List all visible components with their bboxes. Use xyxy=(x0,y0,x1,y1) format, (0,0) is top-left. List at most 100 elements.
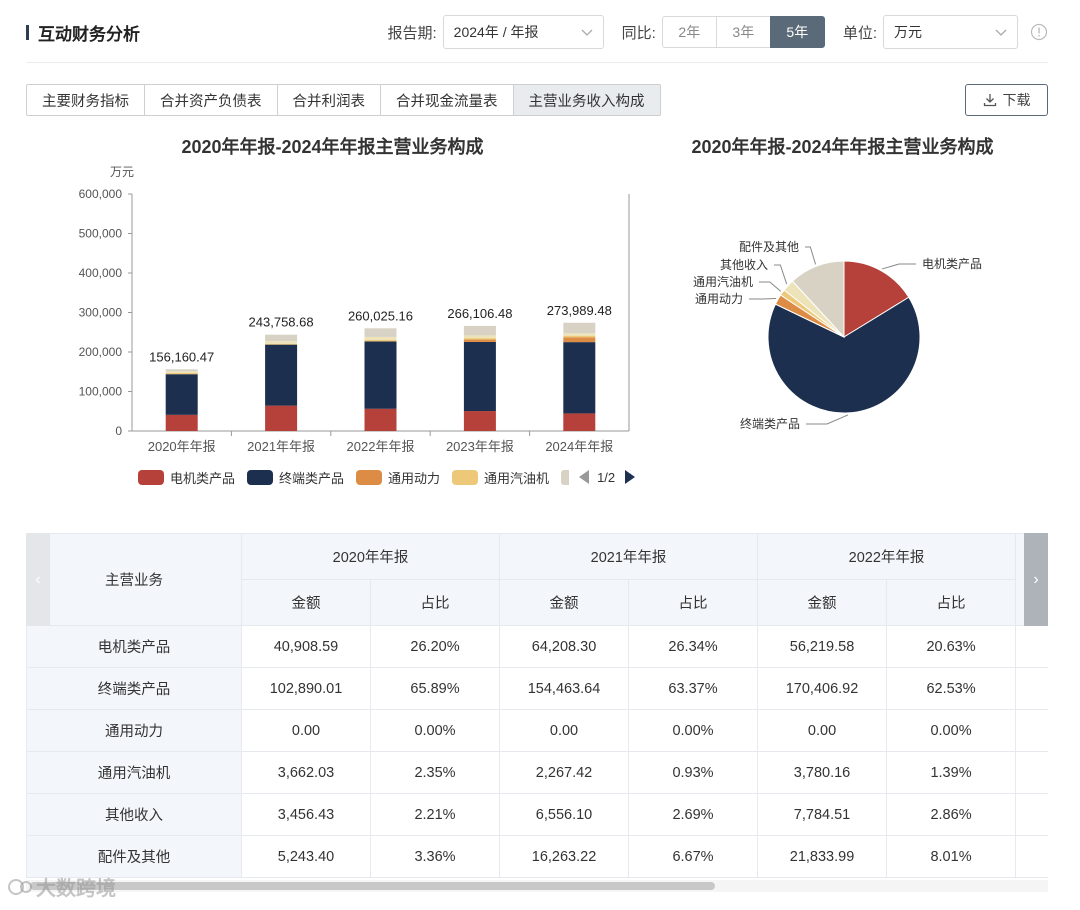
bar-segment[interactable] xyxy=(364,336,397,340)
pie-slice-label: 通用汽油机 xyxy=(693,274,753,289)
table-scroll-right-button[interactable]: › xyxy=(1024,533,1048,626)
chevron-right-icon: › xyxy=(1033,570,1039,588)
y-tick-label: 200,000 xyxy=(79,345,123,359)
yoy-3-years-button[interactable]: 3年 xyxy=(715,16,771,48)
bar-segment[interactable] xyxy=(364,328,397,337)
amount-cell: 40,908.59 xyxy=(241,625,371,668)
title-accent-bar xyxy=(26,24,29,40)
bar-segment[interactable] xyxy=(165,371,198,373)
next-period-cell xyxy=(1015,793,1048,836)
tab-income-statement[interactable]: 合并利润表 xyxy=(276,84,381,116)
yoy-5-years-button[interactable]: 5年 xyxy=(769,16,825,48)
legend-item[interactable]: 终端类产品 xyxy=(247,468,344,487)
amount-cell: 7,784.51 xyxy=(757,793,888,836)
bar-segment[interactable] xyxy=(265,341,298,344)
bar-segment[interactable] xyxy=(563,322,596,334)
pie-slice[interactable] xyxy=(767,296,921,414)
legend-prev-icon[interactable] xyxy=(579,470,590,484)
legend-label: 通用汽油机 xyxy=(484,470,550,486)
yoy-2-years-button[interactable]: 2年 xyxy=(661,16,717,48)
download-label: 下载 xyxy=(1002,92,1031,108)
pie-slice[interactable] xyxy=(843,260,910,338)
unit-value: 万元 xyxy=(894,24,922,40)
bar-segment[interactable] xyxy=(463,335,496,339)
table-scroll-left-button[interactable]: ‹ xyxy=(26,533,50,626)
bar-segment[interactable] xyxy=(463,338,496,340)
share-cell: 2.86% xyxy=(886,793,1017,836)
chevron-down-icon xyxy=(581,29,593,36)
bar-segment[interactable] xyxy=(563,342,596,414)
bar-total-label: 266,106.48 xyxy=(447,306,512,321)
amount-cell: 170,406.92 xyxy=(757,667,888,710)
bar-segment[interactable] xyxy=(165,372,198,375)
legend-item[interactable]: 电机类产品 xyxy=(138,468,235,487)
row-label: 通用动力 xyxy=(26,709,242,752)
amount-cell: 0.00 xyxy=(241,709,371,752)
sub-header-share: 占比 xyxy=(628,579,759,626)
bar-segment[interactable] xyxy=(563,337,596,343)
tab-cash-flow[interactable]: 合并现金流量表 xyxy=(380,84,514,116)
bar-segment[interactable] xyxy=(265,405,298,431)
bar-segment[interactable] xyxy=(563,333,596,337)
next-period-cell xyxy=(1015,625,1048,668)
pie-slice[interactable] xyxy=(791,260,845,339)
bar-segment[interactable] xyxy=(463,339,496,342)
watermark-logo-icon xyxy=(8,878,32,895)
share-cell: 6.67% xyxy=(628,835,759,878)
horizontal-scrollbar-thumb[interactable] xyxy=(30,882,715,890)
bar-segment[interactable] xyxy=(265,343,298,345)
bar-segment[interactable] xyxy=(265,344,298,406)
bar-segment[interactable] xyxy=(563,413,596,431)
legend-label: 电机类产品 xyxy=(170,470,236,486)
share-cell: 20.63% xyxy=(886,625,1017,668)
tab-revenue-composition[interactable]: 主营业务收入构成 xyxy=(512,84,661,116)
bar-segment[interactable] xyxy=(463,411,496,431)
report-period-select[interactable]: 2024年 / 年报 xyxy=(442,15,604,49)
amount-cell: 16,263.22 xyxy=(499,835,630,878)
tab-main-indicators[interactable]: 主要财务指标 xyxy=(26,84,145,116)
x-tick-label: 2022年年报 xyxy=(347,439,415,454)
info-icon[interactable] xyxy=(1030,23,1048,41)
sub-header-amount: 金额 xyxy=(241,579,371,626)
share-cell: 2.21% xyxy=(369,793,501,836)
pie-leader-line xyxy=(759,281,782,292)
table-row: 终端类产品 102,890.01 65.89% 154,463.64 63.37% 170… xyxy=(26,667,1048,710)
legend-label: 终端类产品 xyxy=(279,470,345,486)
pie-slice-label: 配件及其他 xyxy=(739,240,799,254)
y-tick-label: 400,000 xyxy=(79,266,123,280)
x-tick-label: 2024年年报 xyxy=(545,439,613,454)
legend-page-indicator: 1/2 xyxy=(597,469,616,485)
bar-segment[interactable] xyxy=(165,414,198,431)
yoy-label: 同比: xyxy=(621,24,656,42)
bar-segment[interactable] xyxy=(165,374,198,415)
legend-item[interactable]: 通用动力 xyxy=(356,468,440,487)
legend-next-icon[interactable] xyxy=(625,470,636,484)
share-cell: 0.00% xyxy=(628,709,759,752)
legend-item[interactable]: 通用汽油机 xyxy=(452,468,549,487)
bar-segment[interactable] xyxy=(265,334,298,342)
pie-chart-title: 2020年年报-2024年年报主营业务构成 xyxy=(691,137,994,157)
bar-segment[interactable] xyxy=(463,325,496,336)
next-period-cell xyxy=(1015,709,1048,752)
bar-segment[interactable] xyxy=(463,341,496,412)
bar-total-label: 273,989.48 xyxy=(547,303,612,318)
header-controls: 报告期: 2024年 / 年报 同比: 2年 3年 5年 单位: 万元 xyxy=(387,14,1048,50)
bar-segment[interactable] xyxy=(563,336,596,338)
legend-swatch xyxy=(356,469,383,485)
bar-segment[interactable] xyxy=(165,369,198,372)
revenue-table: 主营业务 2020年年报 2021年年报 2022年年报 金额 占比 金额 占比… xyxy=(26,533,1048,878)
bar-segment[interactable] xyxy=(364,341,397,409)
pie-slice-label: 通用动力 xyxy=(695,292,743,306)
revenue-table-wrapper: 主营业务 2020年年报 2021年年报 2022年年报 金额 占比 金额 占比… xyxy=(26,533,1048,894)
watermark-text: 大数跨境 xyxy=(36,878,116,900)
pie-leader-line xyxy=(881,263,916,270)
unit-label: 单位: xyxy=(842,24,877,42)
download-button[interactable]: 下载 xyxy=(965,84,1048,116)
share-cell: 1.39% xyxy=(886,751,1017,794)
bar-segment[interactable] xyxy=(364,408,397,431)
unit-select[interactable]: 万元 xyxy=(883,15,1018,49)
next-period-cell xyxy=(1015,835,1048,878)
bar-total-label: 260,025.16 xyxy=(348,308,413,323)
tab-balance-sheet[interactable]: 合并资产负债表 xyxy=(144,84,278,116)
bar-segment[interactable] xyxy=(364,339,397,342)
